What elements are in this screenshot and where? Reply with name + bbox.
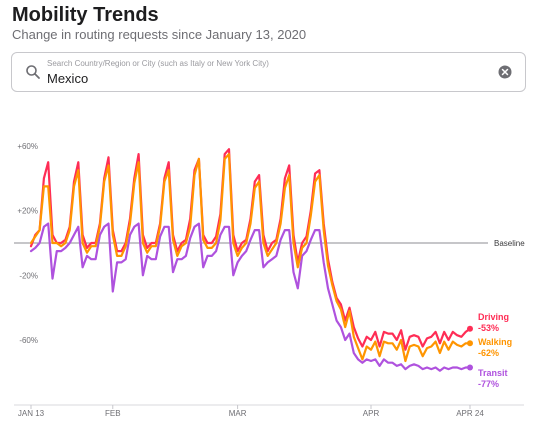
search-box[interactable]: Search Country/Region or City (such as I… bbox=[11, 52, 526, 92]
series-name-label-transit: Transit bbox=[478, 368, 508, 378]
page-title: Mobility Trends bbox=[12, 4, 159, 26]
series-line-walking bbox=[29, 153, 472, 363]
x-tick-label: APR 24 bbox=[456, 409, 484, 418]
series-name-label-driving: Driving bbox=[478, 312, 509, 322]
x-tick-label: MAR bbox=[229, 409, 247, 418]
series-line-transit bbox=[29, 222, 472, 372]
search-input[interactable]: Mexico bbox=[47, 71, 89, 86]
clear-icon[interactable] bbox=[498, 65, 512, 79]
y-tick-label: +20% bbox=[17, 207, 38, 216]
series-value-label-transit: -77% bbox=[478, 379, 499, 389]
y-tick-label: +60% bbox=[17, 142, 38, 151]
page-subtitle: Change in routing requests since January… bbox=[12, 27, 307, 42]
y-tick-label: -20% bbox=[19, 271, 38, 280]
y-tick-label: -60% bbox=[19, 336, 38, 345]
series-value-label-walking: -62% bbox=[478, 348, 499, 358]
series-name-label-walking: Walking bbox=[478, 337, 512, 347]
series-end-point-walking bbox=[467, 340, 473, 347]
series-end-point-driving bbox=[467, 325, 473, 332]
x-tick-label: FEB bbox=[105, 409, 121, 418]
baseline-label: Baseline bbox=[494, 239, 525, 248]
series-end-point-transit bbox=[467, 364, 473, 371]
x-tick-label: JAN 13 bbox=[18, 409, 45, 418]
search-placeholder: Search Country/Region or City (such as I… bbox=[47, 59, 269, 68]
search-icon bbox=[26, 65, 40, 79]
x-tick-label: APR bbox=[363, 409, 380, 418]
series-value-label-driving: -53% bbox=[478, 323, 499, 333]
